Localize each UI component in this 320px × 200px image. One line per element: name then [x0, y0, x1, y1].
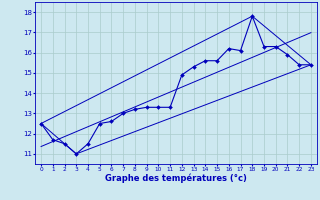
X-axis label: Graphe des températures (°c): Graphe des températures (°c) [105, 173, 247, 183]
